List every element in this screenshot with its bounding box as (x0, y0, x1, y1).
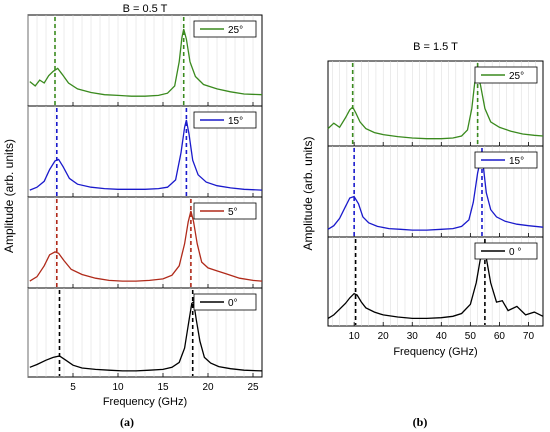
tick-label: 40 (436, 331, 448, 342)
tick-label: 10 (112, 382, 124, 393)
tick-label: 10 (349, 331, 361, 342)
series-line-0 (327, 72, 544, 140)
legend-label: 5° (228, 207, 238, 218)
chart-a: B = 0.5 T 25° 15° 5° 0° 5 10 15 20 25 Frequency (G… (2, 3, 263, 429)
panel-0: 25° (27, 14, 263, 107)
chart-title: B = 0.5 T (123, 3, 168, 15)
chart-b: B = 1.5 T 25° 15° 0 ° 10 20 30 40 50 60 70 Frequenc… (301, 41, 544, 429)
figure-caption: (a) (120, 415, 134, 429)
legend-box (193, 111, 257, 129)
series-line-1 (327, 157, 544, 231)
series-line-2 (29, 210, 263, 282)
tick-label: 25 (247, 382, 259, 393)
tick-label: 5 (70, 382, 76, 393)
series-line-0 (29, 28, 263, 97)
tick-label: 60 (494, 331, 506, 342)
tick-label: 50 (465, 331, 477, 342)
legend-box (474, 242, 538, 260)
panel-1: 15° (27, 105, 263, 198)
legend-label: 25° (509, 71, 524, 82)
panel-2: 5° (27, 196, 263, 289)
legend-label: 0° (228, 298, 238, 309)
tick-label: 30 (407, 331, 419, 342)
tick-label: 20 (202, 382, 214, 393)
tick-label: 70 (523, 331, 535, 342)
tick-label: 20 (378, 331, 390, 342)
chart-title: B = 1.5 T (413, 41, 458, 53)
panel-3: 0° (27, 287, 263, 378)
legend-box (193, 20, 257, 38)
panel-0: 25° (327, 60, 544, 147)
x-axis-label: Frequency (GHz) (393, 346, 477, 358)
series-line-3 (29, 300, 263, 372)
legend-box (474, 151, 538, 169)
legend-box (193, 202, 257, 220)
legend-label: 15° (228, 116, 243, 127)
figure-caption: (b) (413, 415, 428, 429)
panel-2: 0 ° (327, 236, 544, 327)
tick-label: 15 (157, 382, 169, 393)
legend-label: 15° (509, 156, 524, 167)
legend-box (474, 66, 538, 84)
y-axis-label: Amplitude (arb. units) (2, 139, 16, 253)
legend-label: 25° (228, 25, 243, 36)
legend-label: 0 ° (509, 247, 521, 258)
series-line-2 (327, 249, 544, 320)
x-axis-label: Frequency (GHz) (103, 396, 187, 408)
y-axis-label: Amplitude (arb. units) (301, 136, 315, 250)
panel-1: 15° (327, 145, 544, 238)
legend-box (193, 293, 257, 311)
